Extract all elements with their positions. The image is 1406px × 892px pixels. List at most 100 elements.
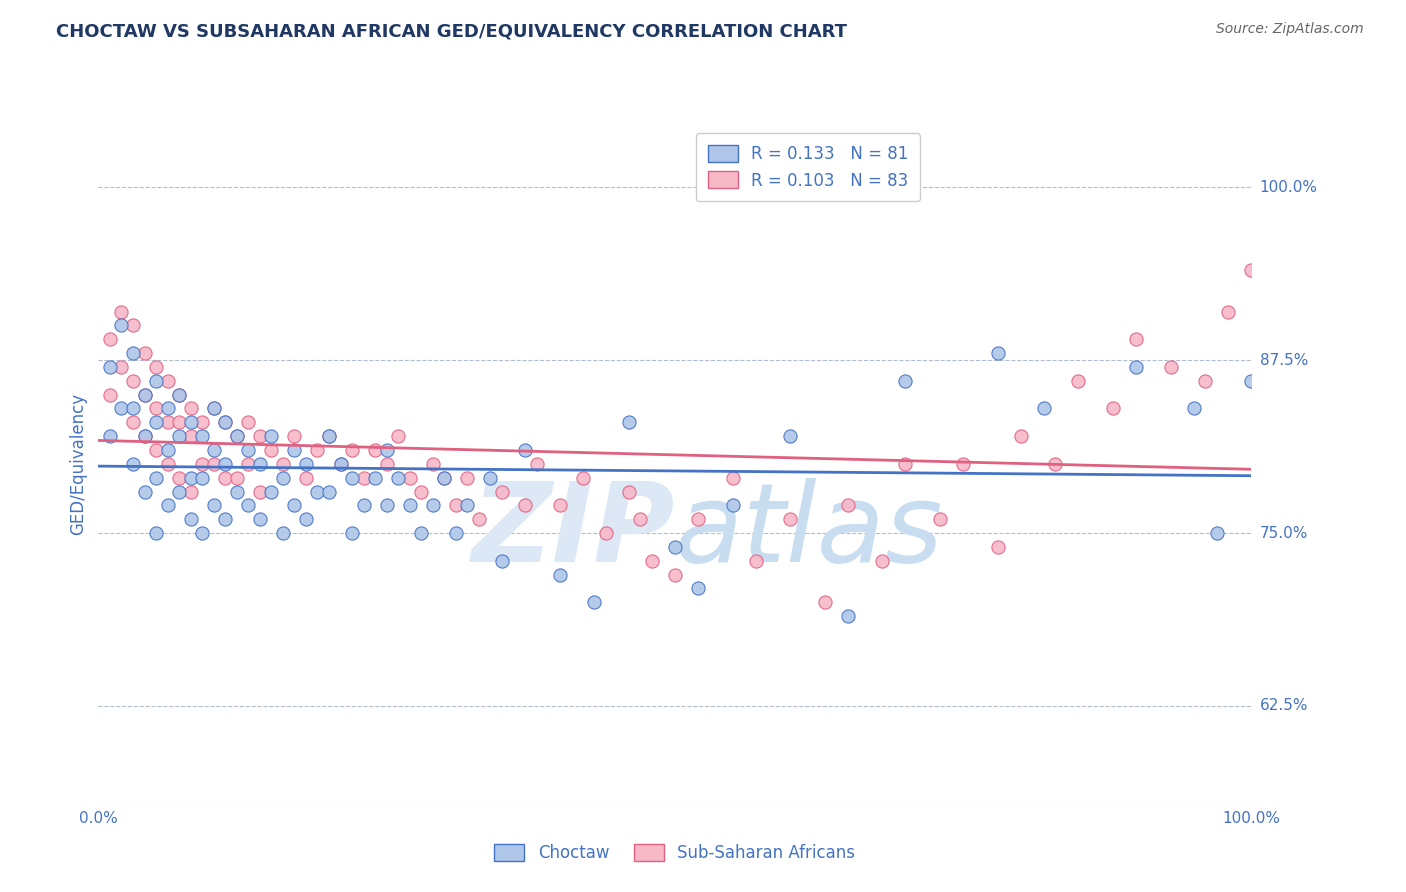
Point xyxy=(456,471,478,485)
Point xyxy=(238,442,260,457)
Point xyxy=(283,442,305,457)
Point xyxy=(283,499,305,513)
Point xyxy=(1218,304,1240,318)
Point xyxy=(271,457,294,471)
Point xyxy=(1205,526,1227,541)
Point xyxy=(548,567,571,582)
Point xyxy=(513,499,536,513)
Point xyxy=(202,499,225,513)
Point xyxy=(145,374,167,388)
Point xyxy=(375,457,398,471)
Point xyxy=(202,442,225,457)
Point xyxy=(122,415,145,429)
Point xyxy=(145,359,167,374)
Point xyxy=(686,512,709,526)
Point xyxy=(156,401,179,416)
Point xyxy=(145,471,167,485)
Point xyxy=(375,442,398,457)
Point xyxy=(894,457,917,471)
Point xyxy=(98,429,121,443)
Point xyxy=(617,415,640,429)
Point xyxy=(110,359,132,374)
Point xyxy=(398,499,420,513)
Point xyxy=(468,512,491,526)
Point xyxy=(340,442,363,457)
Point xyxy=(134,346,156,360)
Point xyxy=(814,595,837,609)
Point xyxy=(191,429,214,443)
Point xyxy=(1102,401,1125,416)
Point xyxy=(214,415,236,429)
Point xyxy=(686,582,709,596)
Point xyxy=(238,499,260,513)
Text: 87.5%: 87.5% xyxy=(1260,352,1308,368)
Text: 62.5%: 62.5% xyxy=(1260,698,1308,714)
Point xyxy=(167,484,190,499)
Point xyxy=(411,484,433,499)
Point xyxy=(122,401,145,416)
Point xyxy=(1194,374,1216,388)
Point xyxy=(180,429,202,443)
Point xyxy=(353,499,375,513)
Point xyxy=(329,457,352,471)
Point xyxy=(122,374,145,388)
Point xyxy=(1125,332,1147,346)
Point xyxy=(721,499,744,513)
Point xyxy=(180,415,202,429)
Point xyxy=(617,484,640,499)
Point xyxy=(894,374,917,388)
Point xyxy=(98,359,121,374)
Point xyxy=(779,512,801,526)
Point xyxy=(779,429,801,443)
Point xyxy=(202,401,225,416)
Point xyxy=(307,484,329,499)
Point xyxy=(225,429,247,443)
Point xyxy=(444,526,467,541)
Point xyxy=(214,457,236,471)
Point xyxy=(595,526,617,541)
Point xyxy=(1067,374,1090,388)
Point xyxy=(456,499,478,513)
Point xyxy=(329,457,352,471)
Y-axis label: GED/Equivalency: GED/Equivalency xyxy=(69,392,87,535)
Point xyxy=(249,429,271,443)
Point xyxy=(167,387,190,401)
Point xyxy=(156,415,179,429)
Point xyxy=(110,304,132,318)
Point xyxy=(98,387,121,401)
Point xyxy=(271,471,294,485)
Point xyxy=(191,415,214,429)
Point xyxy=(110,401,132,416)
Point xyxy=(641,554,664,568)
Point xyxy=(364,471,387,485)
Legend: Choctaw, Sub-Saharan Africans: Choctaw, Sub-Saharan Africans xyxy=(488,838,862,869)
Point xyxy=(249,512,271,526)
Point xyxy=(433,471,456,485)
Point xyxy=(225,484,247,499)
Point xyxy=(340,471,363,485)
Point xyxy=(411,526,433,541)
Text: CHOCTAW VS SUBSAHARAN AFRICAN GED/EQUIVALENCY CORRELATION CHART: CHOCTAW VS SUBSAHARAN AFRICAN GED/EQUIVA… xyxy=(56,22,848,40)
Point xyxy=(145,401,167,416)
Point xyxy=(353,471,375,485)
Point xyxy=(548,499,571,513)
Point xyxy=(180,484,202,499)
Point xyxy=(1160,359,1182,374)
Text: 75.0%: 75.0% xyxy=(1260,525,1308,541)
Point xyxy=(1240,263,1263,277)
Point xyxy=(145,415,167,429)
Point xyxy=(987,540,1010,554)
Point xyxy=(987,346,1010,360)
Text: Source: ZipAtlas.com: Source: ZipAtlas.com xyxy=(1216,22,1364,37)
Point xyxy=(295,512,318,526)
Point xyxy=(387,471,409,485)
Text: 100.0%: 100.0% xyxy=(1260,179,1317,194)
Point xyxy=(134,387,156,401)
Point xyxy=(1240,374,1263,388)
Point xyxy=(295,471,318,485)
Point xyxy=(134,484,156,499)
Point xyxy=(145,526,167,541)
Point xyxy=(214,471,236,485)
Point xyxy=(191,526,214,541)
Point xyxy=(122,318,145,333)
